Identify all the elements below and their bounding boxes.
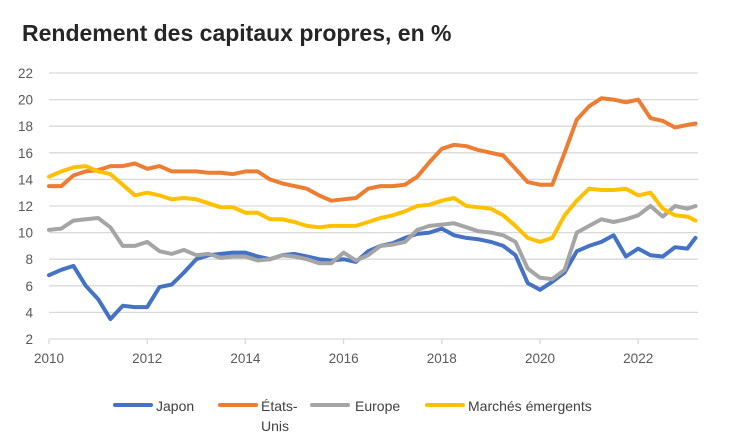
legend-item-japon: Japon bbox=[113, 396, 194, 416]
y-tick-label: 12 bbox=[18, 199, 33, 214]
chart-title: Rendement des capitaux propres, en % bbox=[22, 20, 452, 46]
series-line-europe bbox=[47, 204, 698, 282]
y-tick-label: 10 bbox=[18, 226, 33, 241]
legend-item-europe: Europe bbox=[310, 396, 400, 416]
legend-item-etats-unis: États- Unis bbox=[218, 396, 305, 436]
legend-item-marches-emergents: Marchés émergents bbox=[425, 396, 592, 416]
legend-label: États- Unis bbox=[261, 398, 298, 434]
y-tick-label: 18 bbox=[18, 119, 33, 134]
x-tick-label: 2010 bbox=[34, 351, 64, 366]
x-tick-label: 2020 bbox=[525, 351, 555, 366]
y-tick-label: 4 bbox=[25, 305, 33, 320]
legend-swatch bbox=[218, 403, 258, 407]
y-tick-label: 20 bbox=[18, 93, 33, 108]
series-line-march-s-mergents bbox=[47, 164, 698, 244]
legend-swatch bbox=[310, 403, 350, 407]
y-tick-label: 22 bbox=[18, 66, 33, 81]
legend-label: Europe bbox=[355, 398, 401, 414]
x-tick-label: 2012 bbox=[132, 351, 162, 366]
y-tick-label: 2 bbox=[25, 332, 33, 347]
x-tick-label: 2022 bbox=[623, 351, 653, 366]
x-tick-label: 2016 bbox=[329, 351, 359, 366]
legend-swatch bbox=[113, 403, 153, 407]
legend-label: Japon bbox=[156, 398, 195, 414]
series-line--tats-unis bbox=[47, 96, 698, 203]
x-tick-label: 2014 bbox=[230, 351, 261, 366]
y-tick-label: 8 bbox=[25, 252, 33, 267]
y-tick-label: 16 bbox=[18, 146, 33, 161]
x-tick-label: 2018 bbox=[427, 351, 457, 366]
legend-swatch bbox=[425, 403, 465, 407]
y-tick-label: 6 bbox=[25, 279, 33, 294]
y-tick-label: 14 bbox=[18, 172, 34, 187]
legend-label: Marchés émergents bbox=[468, 398, 592, 414]
